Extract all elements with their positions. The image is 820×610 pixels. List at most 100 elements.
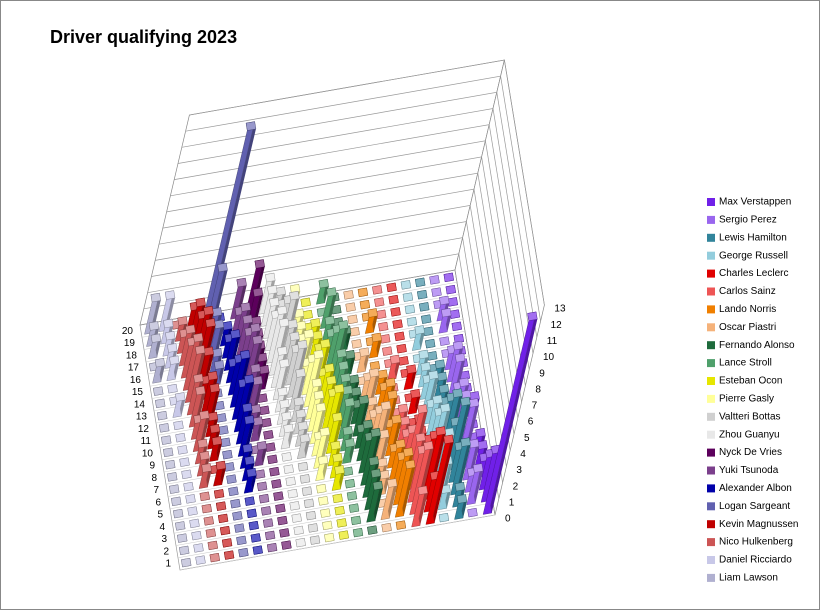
bar-top [369,368,380,378]
bar-top [454,353,466,363]
bar-top [417,485,428,495]
position-label: 13 [136,412,148,423]
bar-top [381,522,392,533]
bar-top [216,413,227,423]
y-tick-label: 4 [520,449,526,460]
bar-top [317,455,329,465]
bar-top [201,503,212,514]
legend-swatch [707,538,715,547]
bar-top [148,321,160,331]
bar-top [179,545,190,556]
bar-top [264,530,276,541]
bar-top [193,332,204,343]
bar-top [254,259,265,269]
bar-top [342,385,353,395]
bar-top [201,463,212,473]
bar-top [250,363,261,373]
bar-top [276,305,288,316]
position-label: 5 [157,510,163,521]
bar-top [234,523,245,533]
bar-top [275,503,286,514]
legend-swatch [707,341,715,350]
bar-top [167,472,178,482]
legend-swatch [707,520,715,529]
bar-top [293,525,304,536]
bar-top [271,479,282,489]
bar-top [195,385,206,396]
bar-top [447,297,458,307]
bar-top [245,121,257,131]
bar-top [392,319,403,329]
position-label: 19 [124,338,136,349]
legend-swatch [707,305,715,314]
bar-top [153,386,164,396]
bar-top [387,390,398,400]
bar-top [252,287,264,297]
bar-top [342,466,354,477]
bar-top [378,321,389,332]
grid-line [189,59,545,306]
bar-top [303,329,315,339]
bar-top [468,438,480,449]
position-label: 4 [159,522,165,533]
position-label: 10 [142,448,154,459]
bar-top [265,442,276,452]
bar-top [427,351,438,361]
bar-top [281,540,292,550]
bar-side [418,485,428,526]
bar-top [150,292,161,303]
legend-label: Zhou Guanyu [719,429,780,440]
bar-top [440,403,451,413]
bar-top [389,354,401,365]
bar-top [295,368,306,378]
floor-line [179,514,496,571]
bar-top [281,411,292,421]
bar-top [244,455,255,466]
legend-swatch [707,556,715,564]
bar-top [302,309,313,320]
bar-top [332,453,343,463]
y-tick-label: 13 [554,304,566,315]
bar-top [326,287,337,297]
bar-top [406,316,418,327]
grid-line [162,172,519,419]
bar-top [223,550,235,560]
legend-label: Kevin Magnussen [719,519,799,530]
bar-top [370,427,381,438]
y-tick-label: 7 [532,401,538,412]
bar-top [219,525,231,536]
grid-line [181,91,538,338]
bar-top [399,416,411,426]
bar-top [414,325,425,335]
bar-top [236,535,247,546]
bar-top [169,355,180,365]
bar-top [209,383,220,393]
grid-line [143,253,500,499]
bar-top [395,439,406,449]
bar-top [326,375,337,385]
bar-top [452,340,464,351]
y-tick-label: 11 [547,336,558,347]
bar-top [460,437,471,447]
bar-top [199,410,210,420]
bar-top [330,440,341,451]
y-tick-label: 8 [535,384,541,395]
grid-line [166,156,522,402]
bar-top [277,387,288,397]
bar-top [475,428,486,438]
bar-top [423,326,434,337]
bar-top [281,452,292,462]
bar-top [313,390,325,400]
bar-top [425,338,436,349]
legend-swatch [707,430,715,439]
bar-top [232,511,243,521]
bar-top [377,457,388,468]
bar-top [277,515,288,526]
bar-top [343,290,354,300]
bar-top [185,494,196,504]
bar-top [295,320,307,331]
bar-top [217,262,228,273]
bar-top [289,331,300,341]
legend-label: Pierre Gasly [719,394,774,405]
